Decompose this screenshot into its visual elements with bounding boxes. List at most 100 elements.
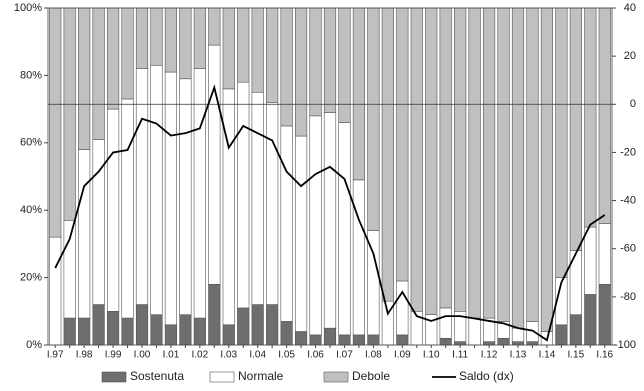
y2-tick-label: -60 <box>620 243 636 255</box>
bar-segment <box>555 324 568 346</box>
bar-segment <box>309 7 322 117</box>
y2-tick-label: -40 <box>620 194 636 206</box>
bar-segment <box>482 341 496 346</box>
bar-segment <box>294 7 308 137</box>
bar-segment <box>497 7 510 322</box>
bar-segment <box>150 64 163 315</box>
bar-segment <box>78 317 91 346</box>
bar-segment <box>454 341 467 346</box>
bar-segment <box>106 108 120 312</box>
bar-segment <box>92 304 105 346</box>
bar-segment <box>251 304 264 346</box>
bar-segment <box>280 321 293 346</box>
bar-segment <box>338 122 351 336</box>
y-tick-label: 0% <box>26 339 42 351</box>
x-tick-label: I.12 <box>481 350 498 361</box>
bar-segment <box>164 7 178 73</box>
x-tick-label: I.15 <box>568 350 585 361</box>
bar-segment <box>63 317 76 346</box>
x-tick-label: I.11 <box>452 350 468 361</box>
bar-segment <box>598 284 611 346</box>
y-tick-label: 100% <box>14 2 42 14</box>
y2-tick-label: 40 <box>624 2 636 14</box>
bar-segment <box>193 68 206 319</box>
bar-segment <box>63 7 76 221</box>
bar-segment <box>193 7 206 69</box>
x-tick-label: I.14 <box>539 350 556 361</box>
bar-segment <box>352 7 366 181</box>
x-tick-label: I.06 <box>307 350 324 361</box>
bar-segment <box>237 81 250 309</box>
bar-segment <box>251 7 264 93</box>
bar-segment <box>598 223 611 285</box>
bar-segment <box>511 327 525 342</box>
bar-segment <box>526 7 539 322</box>
bar-segment <box>121 317 134 346</box>
bar-segment <box>584 7 597 228</box>
bar-segment <box>425 7 438 315</box>
bar-segment <box>266 304 279 346</box>
bar-segment <box>584 226 597 295</box>
bar-segment <box>468 317 481 346</box>
bar-segment <box>396 7 409 282</box>
x-tick-label: I.00 <box>134 350 151 361</box>
legend-label: Saldo (dx) <box>459 369 514 383</box>
x-tick-label: I.05 <box>278 350 295 361</box>
x-tick-label: I.97 <box>47 350 64 361</box>
bar-segment <box>106 310 120 346</box>
bar-segment <box>454 7 467 312</box>
y2-tick-label: -20 <box>620 146 636 158</box>
bar-segment <box>367 7 380 231</box>
bar-segment <box>352 334 366 346</box>
bar-segment <box>598 7 611 224</box>
bar-segment <box>338 7 351 123</box>
bar-segment <box>280 125 293 322</box>
bar-segment <box>49 7 62 238</box>
bar-segment <box>208 7 221 46</box>
legend-label: Debole <box>352 369 390 383</box>
x-tick-label: I.02 <box>192 350 209 361</box>
y-tick-label: 60% <box>20 137 42 149</box>
bar-segment <box>555 7 568 278</box>
bar-segment <box>584 294 597 346</box>
bar-segment <box>309 334 322 346</box>
bar-segment <box>222 88 235 326</box>
bar-segment <box>352 179 366 336</box>
x-tick-label: I.99 <box>105 350 122 361</box>
bar-segment <box>569 314 582 346</box>
bar-segment <box>150 7 163 66</box>
bar-segment <box>280 7 293 127</box>
legend-label: Sostenuta <box>130 369 184 383</box>
bar-segment <box>309 115 322 336</box>
bar-segment <box>251 91 264 305</box>
bar-segment <box>92 7 105 140</box>
y2-tick-label: -80 <box>620 291 636 303</box>
bar-segment <box>367 334 380 346</box>
bar-segment <box>121 98 134 319</box>
x-tick-label: I.09 <box>394 350 411 361</box>
bar-segment <box>208 284 221 346</box>
bar-segment <box>49 236 62 346</box>
legend-swatch <box>209 371 235 383</box>
bar-segment <box>323 327 337 346</box>
bar-segment <box>63 220 76 319</box>
bar-segment <box>439 337 452 346</box>
bar-segment <box>266 102 279 305</box>
y2-tick-label: 0 <box>630 98 636 110</box>
bar-segment <box>439 307 452 339</box>
bar-segment <box>482 7 496 319</box>
bar-segment <box>294 135 308 332</box>
bar-segment <box>164 324 178 346</box>
bar-segment <box>164 71 178 326</box>
bar-segment <box>135 7 149 69</box>
bar-segment <box>294 331 308 346</box>
bar-segment <box>222 324 235 346</box>
bar-segment <box>135 304 149 346</box>
y-tick-label: 80% <box>20 69 42 81</box>
bar-segment <box>439 7 452 309</box>
bar-segment <box>569 7 582 251</box>
bar-segment <box>179 78 192 315</box>
bar-segment <box>381 7 394 302</box>
